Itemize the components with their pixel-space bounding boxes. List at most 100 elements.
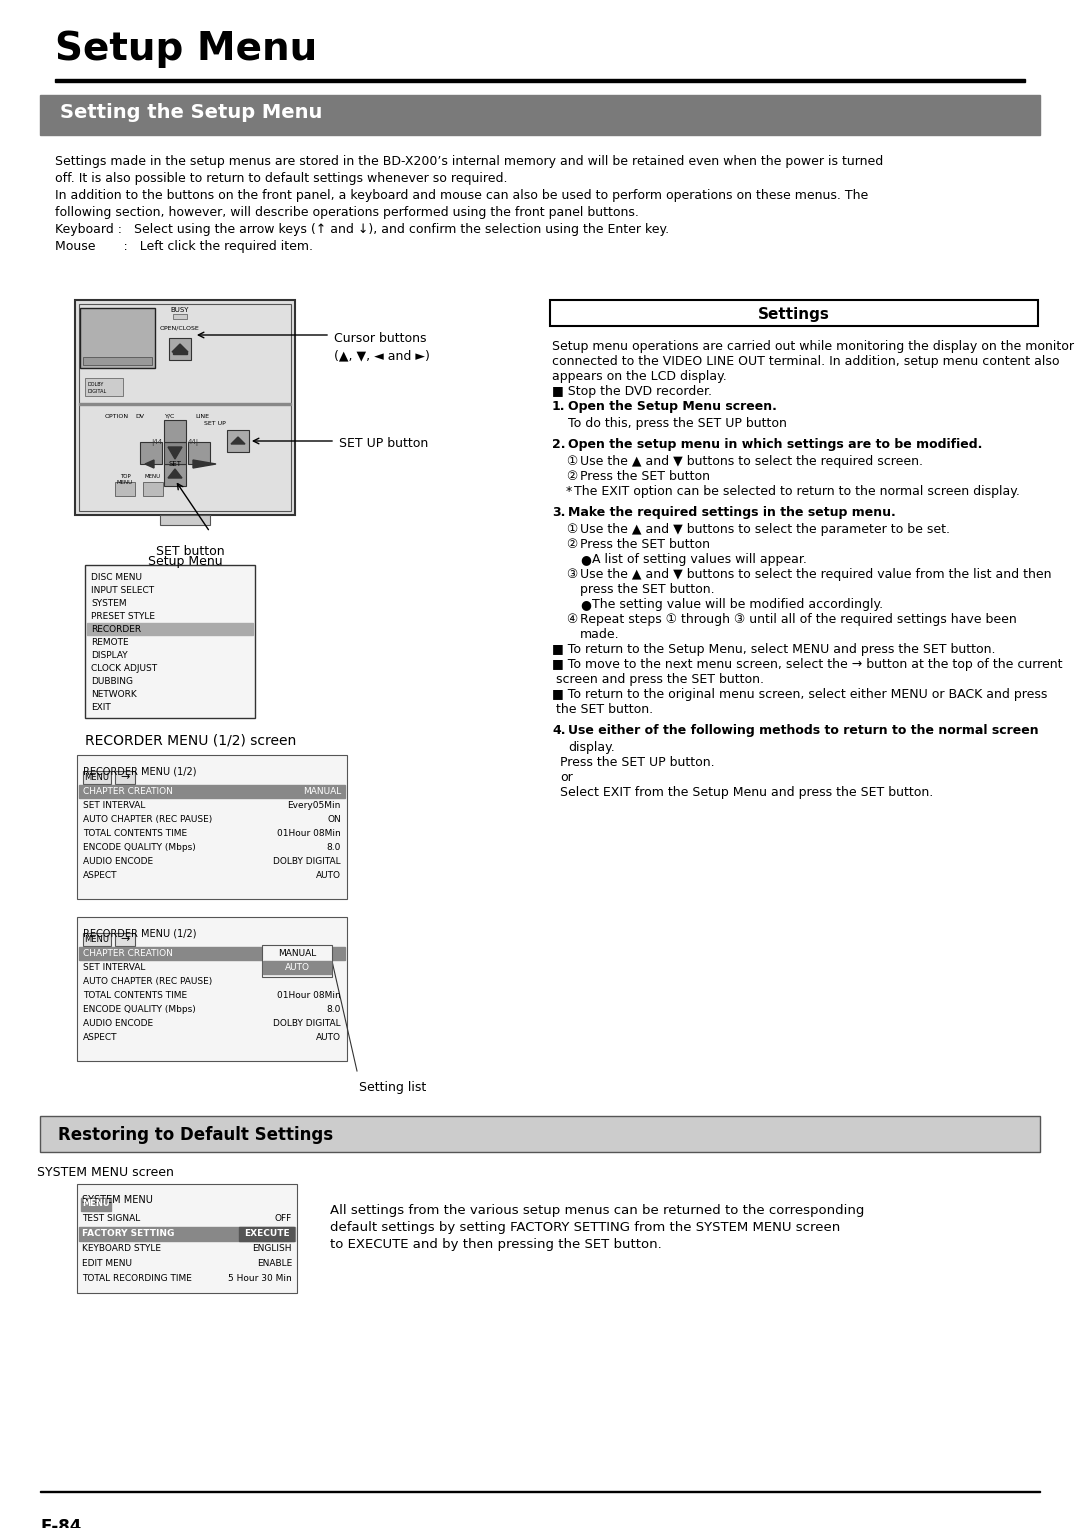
Text: AUTO: AUTO [284,964,310,972]
Bar [164,420,186,442]
Text: OPEN/CLOSE: OPEN/CLOSE [160,325,200,332]
Text: press the SET button.: press the SET button. [580,584,715,596]
Bar [164,442,186,465]
Text: ENCODE QUALITY (Mbps): ENCODE QUALITY (Mbps) [83,843,195,853]
Bar [83,772,111,784]
Text: Open the Setup Menu screen.: Open the Setup Menu screen. [568,400,777,413]
Text: SET INTERVAL: SET INTERVAL [83,963,146,972]
Text: RECORDER: RECORDER [91,625,141,634]
Polygon shape [193,460,216,468]
Text: SYSTEM: SYSTEM [91,599,126,608]
Text: MENU: MENU [82,1199,110,1209]
Text: ②: ② [566,471,577,483]
Text: CHAPTER CREATION: CHAPTER CREATION [83,787,173,796]
Bar [79,304,291,510]
Text: In addition to the buttons on the front panel, a keyboard and mouse can also be : In addition to the buttons on the front … [55,189,868,202]
Text: default settings by setting FACTORY SETTING from the SYSTEM MENU screen: default settings by setting FACTORY SETT… [330,1221,840,1235]
Text: BUSY: BUSY [171,307,189,313]
Text: FACTORY SETTING: FACTORY SETTING [82,1229,174,1238]
Text: ■ To return to the Setup Menu, select MENU and press the SET button.: ■ To return to the Setup Menu, select ME… [552,643,996,656]
Text: Keyboard :   Select using the arrow keys (↑ and ↓), and confirm the selection us: Keyboard : Select using the arrow keys (… [55,223,670,235]
Polygon shape [145,460,154,468]
Text: RECORDER MENU (1/2): RECORDER MENU (1/2) [83,766,197,776]
Text: 8.0: 8.0 [326,1005,341,1015]
Text: PRESET STYLE: PRESET STYLE [91,613,156,620]
Text: |44: |44 [151,439,163,446]
Bar [114,772,135,784]
Text: The EXIT option can be selected to return to the normal screen display.: The EXIT option can be selected to retur… [573,484,1020,498]
Text: DOLBY: DOLBY [87,382,104,387]
Text: TOTAL CONTENTS TIME: TOTAL CONTENTS TIME [83,992,187,999]
Text: LINE: LINE [195,414,210,419]
Text: Every05Min: Every05Min [287,801,341,810]
Text: ①: ① [566,455,577,468]
Bar [87,623,253,636]
Bar [79,785,345,798]
Text: Restoring to Default Settings: Restoring to Default Settings [58,1126,333,1144]
Text: Setup Menu: Setup Menu [55,31,318,69]
Text: AUDIO ENCODE: AUDIO ENCODE [83,1019,153,1028]
Text: 2.: 2. [552,439,566,451]
Text: off. It is also possible to return to default settings whenever so required.: off. It is also possible to return to de… [55,173,508,185]
Polygon shape [168,448,183,458]
Text: ②: ② [566,538,577,552]
Text: ●: ● [580,553,591,565]
Bar [550,299,1038,325]
Text: EDIT MENU: EDIT MENU [82,1259,132,1268]
Bar [85,565,255,718]
Bar [83,934,111,946]
Bar [114,481,135,497]
Text: 4.: 4. [552,724,566,736]
Text: DUBBING: DUBBING [91,677,133,686]
Text: display.: display. [568,741,615,753]
Text: connected to the VIDEO LINE OUT terminal. In addition, setup menu content also: connected to the VIDEO LINE OUT terminal… [552,354,1059,368]
Bar [85,377,123,396]
Text: TOTAL RECORDING TIME: TOTAL RECORDING TIME [82,1274,192,1284]
Bar [80,309,156,368]
Text: Use either of the following methods to return to the normal screen: Use either of the following methods to r… [568,724,1039,736]
Text: to EXECUTE and by then pressing the SET button.: to EXECUTE and by then pressing the SET … [330,1238,662,1251]
Bar [140,442,162,465]
Text: Use the ▲ and ▼ buttons to select the parameter to be set.: Use the ▲ and ▼ buttons to select the pa… [580,523,950,536]
Text: DOLBY DIGITAL: DOLBY DIGITAL [273,857,341,866]
Text: 01Hour 08Min: 01Hour 08Min [278,992,341,999]
Text: ④: ④ [566,613,577,626]
Text: SYSTEM MENU: SYSTEM MENU [82,1195,153,1206]
Text: MENU: MENU [84,935,109,943]
Bar [188,442,210,465]
Text: MENU: MENU [145,474,161,478]
Text: TEST SIGNAL: TEST SIGNAL [82,1215,140,1222]
Bar [40,95,1040,134]
Text: DISC MENU: DISC MENU [91,573,141,582]
Text: OFF: OFF [274,1215,292,1222]
Text: Press the SET button: Press the SET button [580,538,710,552]
Text: Use the ▲ and ▼ buttons to select the required value from the list and then: Use the ▲ and ▼ buttons to select the re… [580,568,1052,581]
Text: ASPECT: ASPECT [83,871,118,880]
Text: TOTAL CONTENTS TIME: TOTAL CONTENTS TIME [83,830,187,837]
Text: All settings from the various setup menus can be returned to the corresponding: All settings from the various setup menu… [330,1204,864,1216]
Bar [79,403,291,405]
Text: Mouse       :   Left click the required item.: Mouse : Left click the required item. [55,240,313,254]
Text: Setup Menu: Setup Menu [148,555,222,568]
Text: Settings made in the setup menus are stored in the BD-X200’s internal memory and: Settings made in the setup menus are sto… [55,154,883,168]
Text: SET INTERVAL: SET INTERVAL [83,801,146,810]
Text: *: * [566,484,572,498]
Text: OPTION: OPTION [105,414,130,419]
Text: SET: SET [168,461,181,468]
Text: ●: ● [580,597,591,611]
Text: SET UP button: SET UP button [339,437,429,451]
Text: ASPECT: ASPECT [83,1033,118,1042]
Text: E-84: E-84 [40,1517,81,1528]
Text: made.: made. [580,628,620,642]
Bar [164,465,186,486]
Text: SET button: SET button [156,545,225,558]
Bar [173,351,187,354]
Text: 5 Hour 30 Min: 5 Hour 30 Min [228,1274,292,1284]
Bar [77,755,347,898]
Text: DV: DV [135,414,144,419]
Text: A list of setting values will appear.: A list of setting values will appear. [592,553,807,565]
Text: AUTO CHAPTER (REC PAUSE): AUTO CHAPTER (REC PAUSE) [83,976,213,986]
Bar [77,917,347,1060]
Text: DISPLAY: DISPLAY [91,651,127,660]
Bar [143,481,163,497]
